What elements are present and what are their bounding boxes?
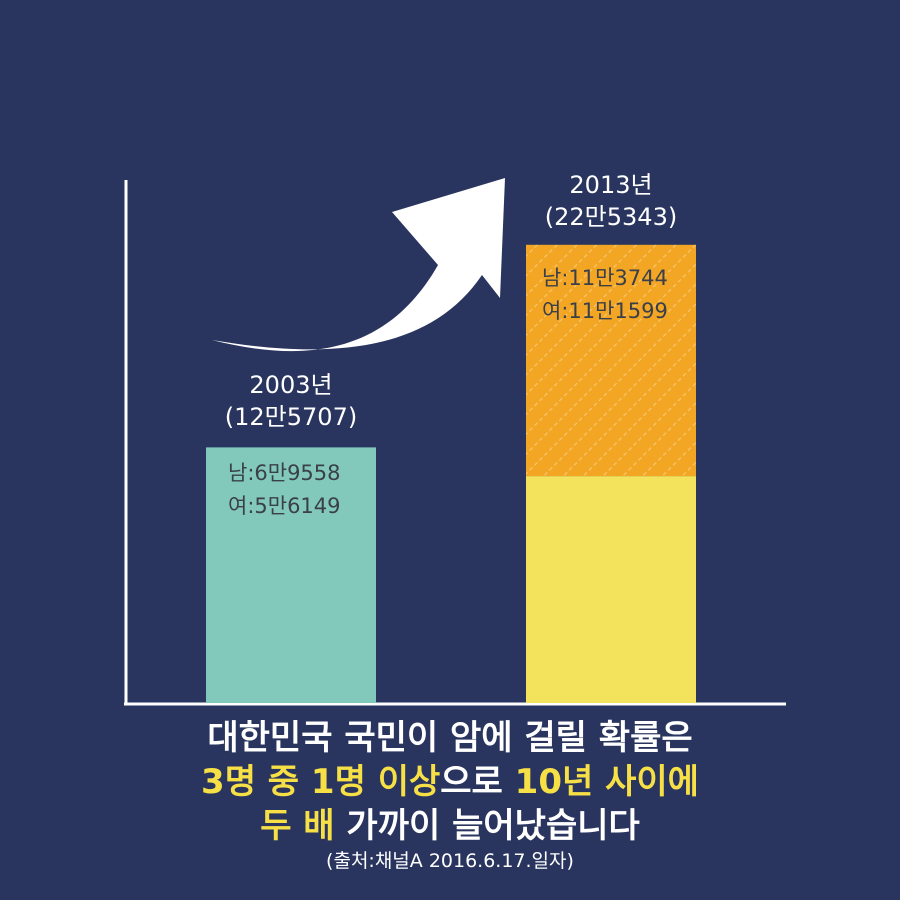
- female-count: 여:11만1599: [542, 298, 668, 323]
- caption-line-2: 3명 중 1명 이상으로 10년 사이에: [0, 760, 900, 804]
- caption: 대한민국 국민이 암에 걸릴 확률은 3명 중 1명 이상으로 10년 사이에 …: [0, 716, 900, 874]
- source-note: (출처:채널A 2016.6.17.일자): [326, 850, 574, 872]
- bar-2013-female-segment: [526, 476, 696, 703]
- year-label: 2013년: [569, 170, 653, 199]
- total-label: (22만5343): [544, 202, 678, 231]
- bar-annotation-2013: 남:11만3744 여:11만1599: [542, 262, 668, 328]
- bar-2013-hatch-overlay: [526, 244, 696, 477]
- male-count: 남:6만9558: [228, 461, 341, 486]
- caption-line-3: 두 배 가까이 늘어났습니다: [0, 804, 900, 848]
- bar-label-2013: 2013년 (22만5343): [545, 169, 677, 233]
- caption-line-1: 대한민국 국민이 암에 걸릴 확률은: [207, 718, 693, 758]
- caption-text: 으로: [440, 762, 515, 802]
- growth-arrow-icon: [212, 178, 505, 352]
- bar-annotation-2003: 남:6만9558 여:5만6149: [228, 457, 341, 523]
- bar-label-2003: 2003년 (12만5707): [225, 369, 357, 433]
- female-count: 여:5만6149: [228, 494, 341, 519]
- highlight-text: 3명 중 1명 이상: [201, 762, 441, 802]
- year-label: 2003년: [249, 371, 333, 400]
- caption-text: 가까이 늘어났습니다: [334, 806, 640, 846]
- highlight-text: 10년 사이에: [514, 762, 699, 802]
- total-label: (12만5707): [224, 403, 358, 432]
- highlight-text: 두 배: [260, 806, 335, 846]
- male-count: 남:11만3744: [542, 265, 668, 290]
- bar-2003: [206, 447, 376, 703]
